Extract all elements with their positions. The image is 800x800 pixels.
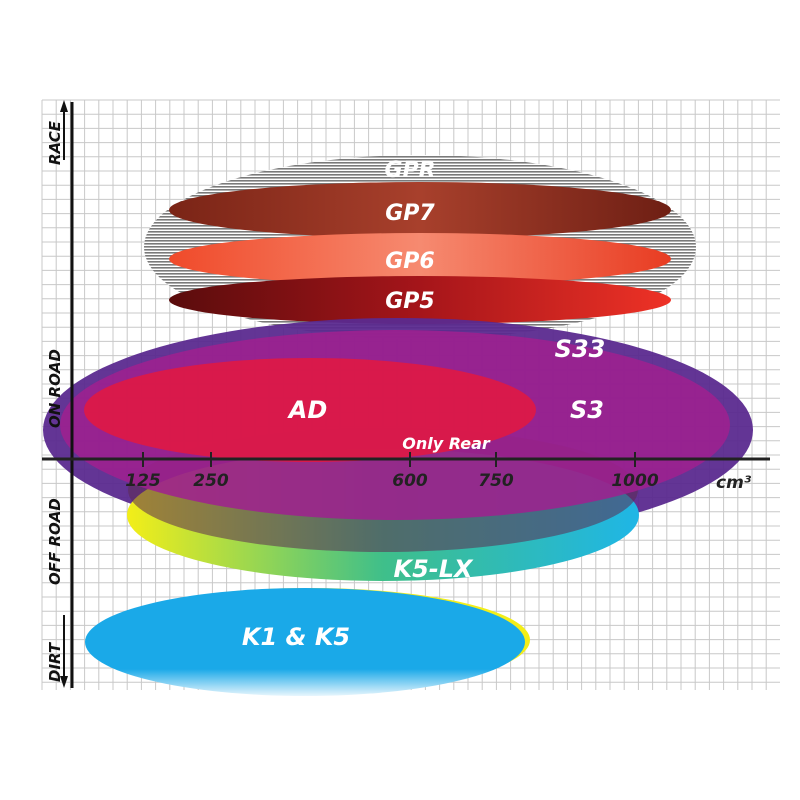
label-only-rear: Only Rear (402, 434, 491, 453)
y-label-on-road: ON ROAD (46, 349, 64, 428)
label-gp7: GP7 (385, 201, 435, 226)
y-label-dirt: DIRT (46, 641, 64, 682)
label-gp5: GP5 (385, 289, 435, 314)
ellipse-gp7 (169, 182, 671, 238)
label-k5lx: K5-LX (393, 555, 474, 583)
x-unit: cm³ (716, 473, 752, 493)
x-tick-label: 750 (478, 471, 514, 491)
x-tick-label: 250 (193, 471, 229, 491)
ellipse-gp5 (169, 276, 671, 324)
ellipse-ad (84, 358, 536, 462)
x-ticks: 125 250 600 750 1000 (125, 452, 659, 491)
x-tick-label: 1000 (611, 471, 658, 491)
label-k1k5: K1 & K5 (242, 623, 350, 651)
label-ad: AD (287, 396, 328, 424)
ellipse-gp6 (169, 233, 671, 285)
label-gpr: GPR (384, 158, 435, 183)
label-s33: S33 (555, 335, 606, 363)
y-label-race: RACE (46, 120, 64, 165)
arrow-up-icon (60, 100, 68, 112)
x-tick-label: 125 (125, 471, 161, 491)
ellipse-k1k5 (85, 588, 525, 696)
label-gp6: GP6 (385, 249, 435, 274)
arrow-down-icon (60, 676, 68, 688)
x-tick-label: 600 (392, 471, 428, 491)
y-label-off-road: OFF ROAD (46, 498, 64, 585)
label-s3: S3 (570, 396, 604, 424)
